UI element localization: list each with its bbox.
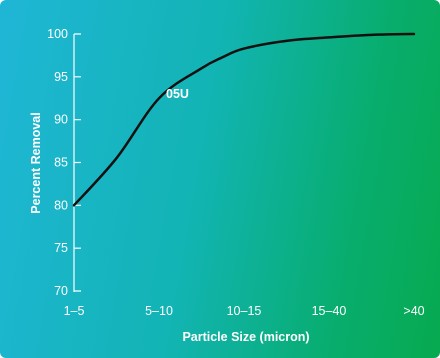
y-tick-label: 95 bbox=[54, 70, 68, 84]
x-tick-label: >40 bbox=[403, 304, 424, 318]
y-tick-label: 100 bbox=[47, 27, 68, 41]
y-tick-label: 80 bbox=[54, 198, 68, 212]
y-tick-label: 75 bbox=[54, 241, 68, 255]
x-tick-label: 10–15 bbox=[227, 304, 262, 318]
x-tick-label: 5–10 bbox=[145, 304, 173, 318]
series-label-05u: 05U bbox=[166, 87, 189, 101]
y-tick-label: 90 bbox=[54, 113, 68, 127]
series-05u-line bbox=[72, 32, 416, 207]
y-tick-label: 70 bbox=[54, 284, 68, 298]
x-tick-label: 1–5 bbox=[64, 304, 85, 318]
y-axis-title: Percent Removal bbox=[29, 112, 43, 213]
x-tick-label: 15–40 bbox=[312, 304, 347, 318]
y-tick-label: 85 bbox=[54, 156, 68, 170]
x-axis-title: Particle Size (micron) bbox=[182, 330, 309, 344]
